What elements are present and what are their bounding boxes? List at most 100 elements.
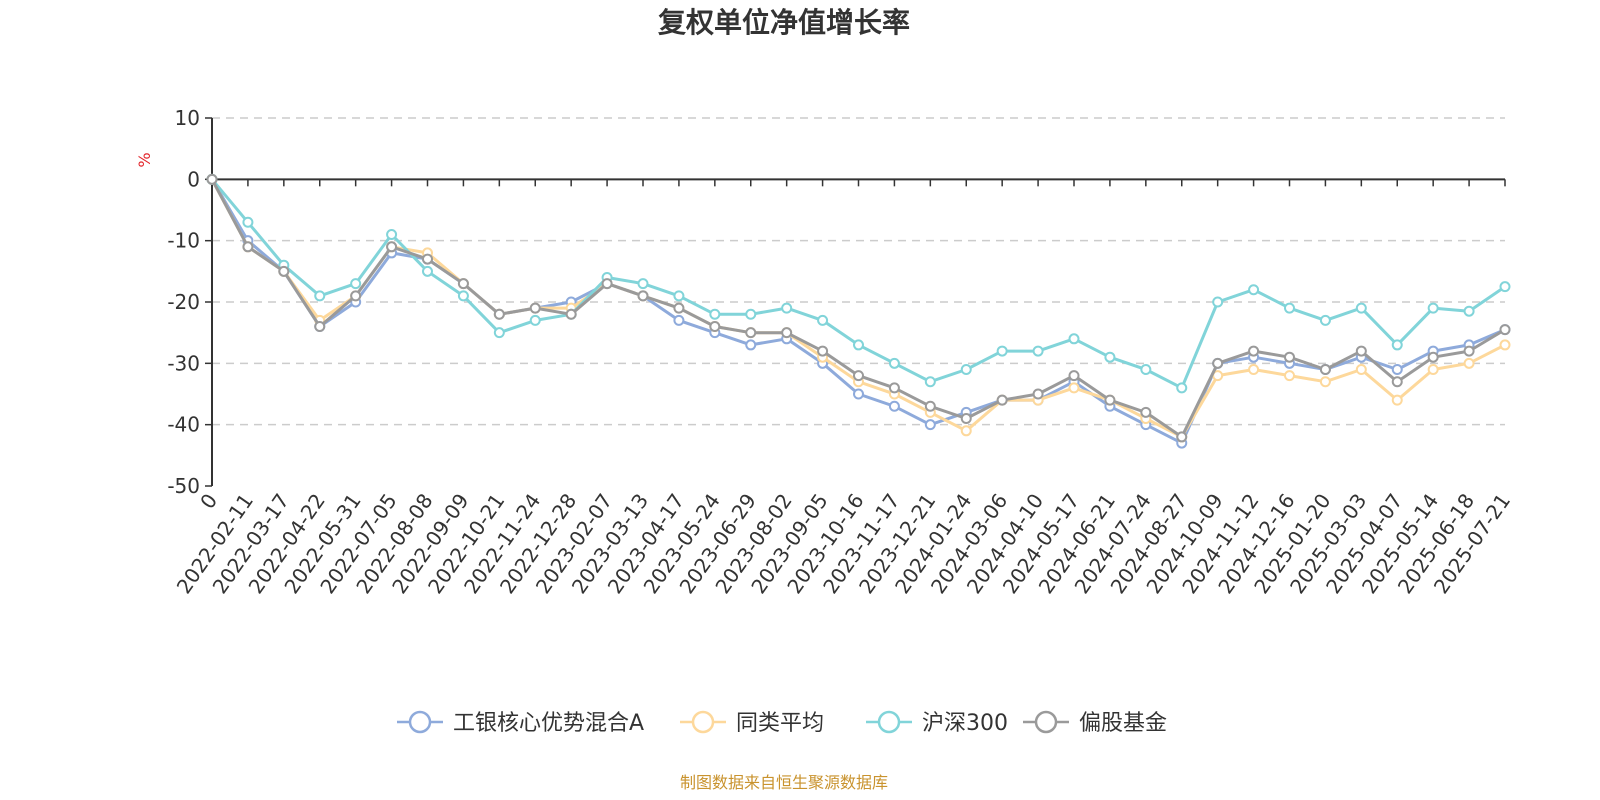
data-point (1248, 345, 1260, 357)
data-point (781, 327, 793, 339)
data-point (457, 278, 469, 290)
data-point (673, 302, 685, 314)
data-point (960, 363, 972, 375)
data-point (529, 314, 541, 326)
data-point (924, 376, 936, 388)
legend-marker (1034, 710, 1058, 734)
y-tick-label: 10 (175, 106, 200, 130)
data-point (817, 345, 829, 357)
data-point (1104, 351, 1116, 363)
data-point (996, 394, 1008, 406)
data-point (745, 308, 757, 320)
data-point (1284, 302, 1295, 314)
data-point (1427, 363, 1439, 375)
data-point (1427, 351, 1439, 363)
data-point (960, 413, 972, 425)
data-point (1140, 363, 1152, 375)
data-point (1355, 363, 1367, 375)
data-point (1068, 382, 1080, 394)
data-point (960, 425, 972, 437)
data-point (853, 388, 864, 400)
data-point (422, 265, 433, 277)
data-point (1319, 376, 1331, 388)
data-point (781, 302, 793, 314)
data-point (637, 278, 649, 290)
data-point (1140, 406, 1152, 418)
data-point (1248, 363, 1260, 375)
y-tick-label: 0 (187, 167, 200, 191)
series-line (210, 178, 1506, 445)
data-point (853, 339, 864, 351)
data-point (1248, 284, 1260, 296)
y-tick-label: -50 (167, 474, 200, 498)
data-point (386, 241, 398, 253)
data-point (817, 314, 829, 326)
data-point (1212, 296, 1224, 308)
legend-label: 沪深300 (922, 711, 1008, 736)
data-point (601, 278, 613, 290)
data-point (1499, 339, 1511, 351)
data-point (1212, 357, 1224, 369)
legend-marker (691, 710, 715, 734)
series-line (210, 178, 1506, 390)
chart-title: 复权单位净值增长率 (658, 6, 910, 39)
data-point (242, 216, 254, 228)
data-point (206, 173, 218, 185)
legend-label: 同类平均 (736, 711, 824, 736)
data-point (1284, 370, 1295, 382)
data-point (888, 400, 900, 412)
data-point (1391, 376, 1403, 388)
data-point (1463, 345, 1475, 357)
data-point (422, 253, 433, 265)
data-point (493, 327, 505, 339)
y-tick-label: -40 (167, 413, 200, 437)
data-point (1319, 363, 1331, 375)
y-axis-unit-label: % (135, 152, 154, 167)
data-point (745, 327, 757, 339)
data-point (673, 314, 685, 326)
data-point (745, 339, 757, 351)
data-point (888, 357, 900, 369)
data-point (1355, 345, 1367, 357)
series-lines (206, 173, 1511, 449)
y-tick-label: -20 (167, 290, 200, 314)
legend: 工银核心优势混合A 同类平均 沪深300 偏股基金 (397, 710, 1167, 736)
data-point (565, 308, 577, 320)
data-point (924, 400, 936, 412)
data-point (637, 290, 649, 302)
data-point (1104, 394, 1116, 406)
data-point (1463, 357, 1475, 369)
data-point (996, 345, 1008, 357)
data-point (1284, 351, 1295, 363)
data-point (350, 290, 362, 302)
data-point (350, 278, 362, 290)
data-point (242, 241, 254, 253)
data-point (1068, 333, 1080, 345)
data-point (1032, 388, 1044, 400)
source-note: 制图数据来自恒生聚源数据库 (680, 773, 888, 792)
data-point (709, 308, 721, 320)
data-point (457, 290, 469, 302)
data-point (1319, 314, 1331, 326)
data-point (1499, 324, 1511, 336)
data-point (1176, 431, 1188, 443)
data-point (888, 382, 900, 394)
data-point (529, 302, 541, 314)
legend-marker (408, 710, 432, 734)
legend-label: 偏股基金 (1079, 711, 1167, 736)
data-point (1427, 302, 1439, 314)
data-point (493, 308, 505, 320)
data-point (1391, 339, 1403, 351)
data-point (924, 419, 936, 431)
data-point (314, 290, 326, 302)
data-point (1391, 394, 1403, 406)
data-point (1176, 382, 1188, 394)
legend-label: 工银核心优势混合A (453, 711, 644, 736)
x-tick-labels: 02022-02-112022-03-172022-04-222022-05-3… (172, 489, 1515, 598)
data-point (709, 321, 721, 333)
grid-lines (212, 117, 1505, 426)
legend-marker (877, 710, 901, 734)
data-point (853, 370, 864, 382)
data-point (278, 265, 290, 277)
